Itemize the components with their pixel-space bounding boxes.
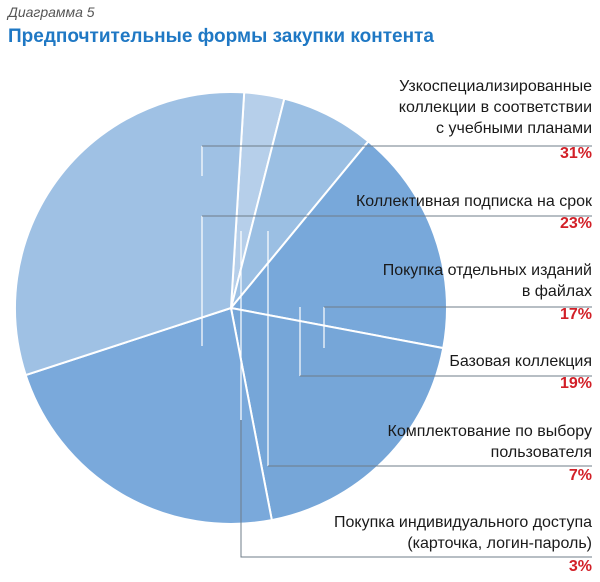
legend-label-line: Узкоспециализированные	[399, 78, 592, 95]
leader-line-individual-access	[240, 420, 592, 558]
legend-percent-individual-editions: 17%	[559, 306, 592, 323]
legend-label-collective-subscription: Коллективная подписка на срок	[356, 191, 592, 212]
legend-percent-individual-access: 3%	[568, 558, 592, 575]
legend-percent-user-selection: 7%	[568, 467, 592, 484]
slice-base-collection	[229, 306, 445, 522]
diagram-caption: Диаграмма 5	[8, 4, 95, 20]
legend-label-line: Комплектование по выбору	[387, 423, 592, 440]
legend-label-line: Покупка отдельных изданий	[382, 262, 592, 279]
legend-percent-base-collection: 19%	[559, 375, 592, 392]
slice-individual-editions	[229, 139, 448, 350]
legend-label-line: с учебными планами	[436, 120, 592, 137]
legend-label-line: коллекции в соответствии	[398, 99, 592, 116]
legend-label-user-selection: Комплектование по выбору пользователя	[388, 421, 592, 463]
chart-title: Предпочтительные формы закупки контента	[8, 26, 434, 47]
legend-label-line: в файлах	[521, 283, 592, 300]
legend-label-line: пользователя	[490, 444, 592, 461]
legend-label-base-collection: Базовая коллекция	[449, 351, 592, 372]
legend-label-individual-access: Покупка индивидуального доступа (карточк…	[334, 512, 592, 554]
legend-label-line: Покупка индивидуального доступа	[333, 514, 592, 531]
legend-percent-collective-subscription: 23%	[559, 215, 592, 232]
legend-label-narrow-collections: Узкоспециализированные коллекции в соотв…	[399, 76, 592, 139]
slice-narrow-collections	[14, 91, 246, 377]
legend-label-line: Коллективная подписка на срок	[355, 193, 592, 210]
legend-label-line: (карточка, логин-пароль)	[407, 535, 592, 552]
legend-label-line: Базовая коллекция	[449, 353, 592, 370]
legend-percent-narrow-collections: 31%	[559, 145, 592, 162]
legend-label-individual-editions: Покупка отдельных изданий в файлах	[383, 260, 592, 302]
slice-collective-subscription	[24, 306, 274, 525]
